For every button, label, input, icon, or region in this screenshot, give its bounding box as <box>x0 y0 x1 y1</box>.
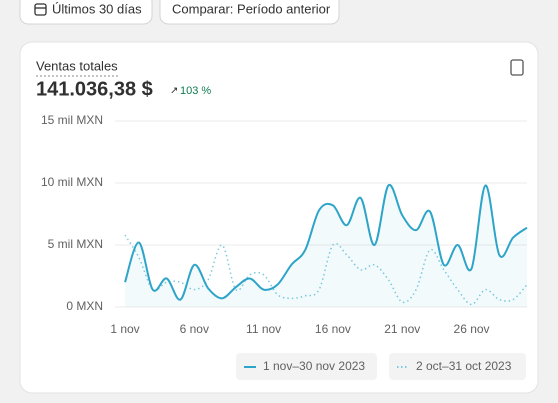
x-tick-label: 6 nov <box>180 322 209 336</box>
date-label: Últimos 30 días <box>52 1 142 16</box>
chart-title: Ventas totales <box>36 58 118 73</box>
change-arrow: ↗ <box>170 86 178 97</box>
legend-label: 2 oct–31 oct 2023 <box>416 359 512 373</box>
x-tick-label: 26 nov <box>454 322 490 336</box>
total-value: 141.036,38 $ <box>36 78 153 100</box>
legend-item[interactable] <box>389 353 526 380</box>
compare-button[interactable] <box>159 0 340 25</box>
calendar-icon <box>34 3 47 16</box>
card <box>19 41 539 394</box>
y-tick-label: 15 mil MXN <box>41 113 103 127</box>
change-value: 103 % <box>180 85 211 97</box>
x-tick-label: 11 nov <box>246 322 281 336</box>
compare-label: Comparar: Período anterior <box>172 1 331 16</box>
x-tick-label: 16 nov <box>315 322 351 336</box>
y-tick-label: 0 MXN <box>66 299 103 313</box>
series-area <box>125 184 527 307</box>
legend-item[interactable] <box>236 353 377 380</box>
y-tick-label: 5 mil MXN <box>48 237 103 251</box>
y-tick-label: 10 mil MXN <box>41 175 103 189</box>
x-tick-label: 1 nov <box>110 322 139 336</box>
series-line <box>124 234 528 306</box>
series-line <box>124 184 528 301</box>
x-tick-label: 21 nov <box>384 322 420 336</box>
date-button[interactable] <box>19 0 153 25</box>
report-icon[interactable] <box>510 59 524 76</box>
legend-label: 1 nov–30 nov 2023 <box>263 359 365 373</box>
